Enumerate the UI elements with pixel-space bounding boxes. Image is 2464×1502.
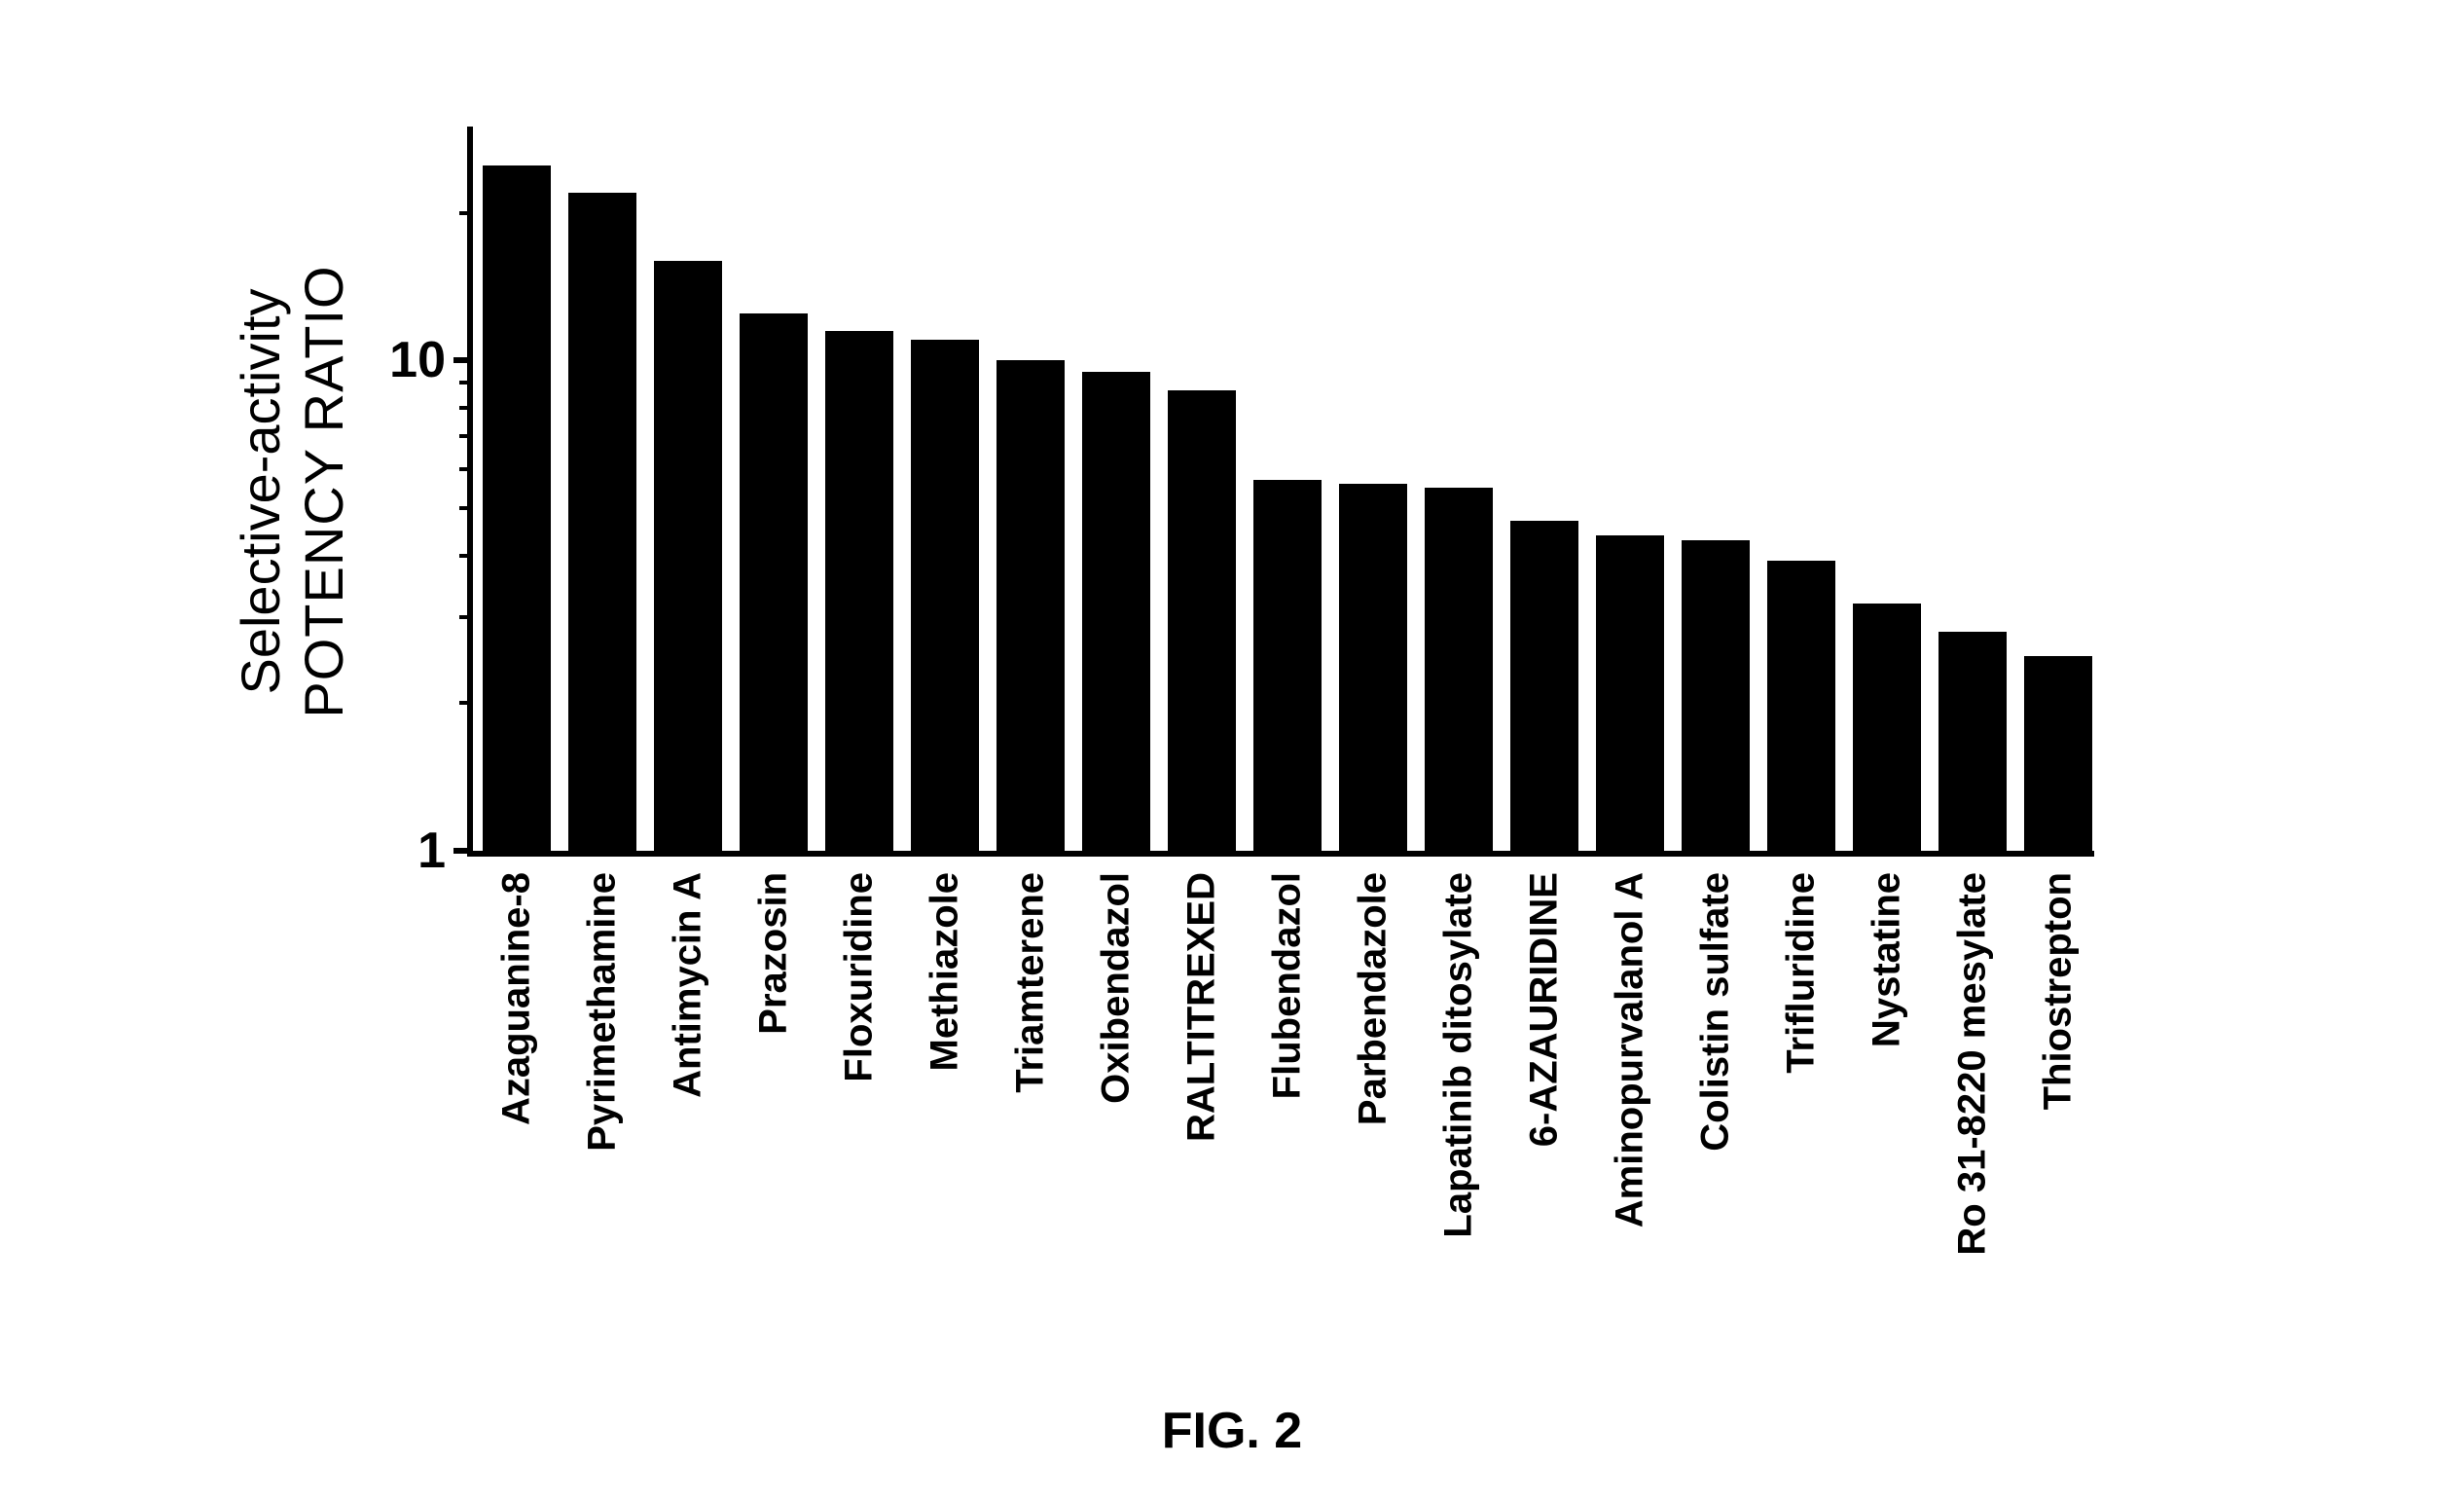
- bar: [996, 360, 1065, 851]
- x-axis-category-label: Lapatinib ditosylate: [1437, 872, 1481, 1238]
- bar: [2024, 656, 2092, 851]
- bar: [568, 193, 636, 851]
- x-axis-category-label: Prazosin: [752, 872, 796, 1035]
- x-label-slot: Methiazole: [911, 872, 979, 1408]
- x-axis-category-label: Flubendazol: [1266, 872, 1310, 1099]
- x-label-slot: Flubendazol: [1253, 872, 1322, 1408]
- x-label-slot: Colistin sulfate: [1682, 872, 1750, 1408]
- y-tick-minor: [459, 506, 473, 510]
- bar: [825, 331, 893, 851]
- bar: [1939, 632, 2007, 851]
- x-label-slot: Nystatine: [1853, 872, 1921, 1408]
- bar: [1767, 561, 1835, 851]
- bar: [1682, 540, 1750, 851]
- x-label-slot: Parbendazole: [1339, 872, 1407, 1408]
- x-axis-category-label: Antimycin A: [667, 872, 710, 1098]
- x-label-slot: Oxibendazol: [1082, 872, 1150, 1408]
- y-tick-minor: [459, 615, 473, 619]
- bar: [1253, 480, 1322, 851]
- bar: [654, 261, 722, 851]
- y-tick-minor: [459, 381, 473, 385]
- x-axis-category-label: Aminopurvalanol A: [1609, 872, 1652, 1227]
- x-axis-category-label: Triamterene: [1009, 872, 1053, 1093]
- bar: [1082, 372, 1150, 851]
- x-axis-category-label: Ro 31-8220 mesylate: [1951, 872, 1995, 1256]
- x-axis-category-label: RALTITREXED: [1180, 872, 1224, 1142]
- x-axis-category-label: Oxibendazol: [1095, 872, 1139, 1104]
- x-label-slot: Azaguanine-8: [483, 872, 551, 1408]
- bar-series: [473, 127, 2094, 851]
- bar: [911, 340, 979, 851]
- x-label-slot: Triamterene: [996, 872, 1065, 1408]
- bar: [483, 165, 551, 851]
- x-axis-category-label: Methiazole: [924, 872, 967, 1071]
- bar: [1168, 390, 1236, 851]
- plot-area: 110: [467, 127, 2094, 857]
- x-label-slot: Aminopurvalanol A: [1596, 872, 1664, 1408]
- y-axis-label: Selective-activity POTENCY RATIO: [229, 265, 355, 717]
- x-axis-category-label: Colistin sulfate: [1694, 872, 1738, 1152]
- bar: [1510, 521, 1578, 851]
- bar: [1339, 484, 1407, 851]
- x-label-slot: Ro 31-8220 mesylate: [1939, 872, 2007, 1408]
- x-label-slot: Floxuridine: [825, 872, 893, 1408]
- x-axis-category-label: Floxuridine: [838, 872, 882, 1082]
- x-axis-category-label: 6-AZAURIDINE: [1523, 872, 1567, 1147]
- bar: [1853, 604, 1921, 851]
- figure: 110 Azaguanine-8PyrimethamineAntimycin A…: [0, 0, 2464, 1502]
- x-label-slot: RALTITREXED: [1168, 872, 1236, 1408]
- y-tick-minor: [459, 467, 473, 471]
- y-tick-major: [453, 848, 473, 854]
- bar: [1596, 535, 1664, 851]
- y-tick-major: [453, 357, 473, 363]
- x-label-slot: Trifluridine: [1767, 872, 1835, 1408]
- x-label-slot: Thiostrepton: [2024, 872, 2092, 1408]
- x-axis-category-label: Trifluridine: [1780, 872, 1824, 1074]
- x-axis-category-label: Parbendazole: [1352, 872, 1395, 1125]
- x-label-slot: Prazosin: [740, 872, 808, 1408]
- x-label-slot: 6-AZAURIDINE: [1510, 872, 1578, 1408]
- y-tick-minor: [459, 211, 473, 215]
- y-tick-minor: [459, 406, 473, 410]
- y-tick-minor: [459, 554, 473, 558]
- x-axis-category-label: Azaguanine-8: [495, 872, 539, 1125]
- y-axis-label-line1: Selective-activity: [229, 265, 292, 717]
- figure-caption: FIG. 2: [1162, 1402, 1302, 1460]
- bar: [740, 313, 808, 851]
- y-tick-minor: [459, 701, 473, 705]
- x-axis-category-label: Nystatine: [1866, 872, 1909, 1047]
- x-label-slot: Pyrimethamine: [568, 872, 636, 1408]
- x-label-slot: Antimycin A: [654, 872, 722, 1408]
- x-axis-category-label: Pyrimethamine: [581, 872, 625, 1152]
- x-label-slot: Lapatinib ditosylate: [1425, 872, 1493, 1408]
- y-tick-minor: [459, 434, 473, 438]
- x-axis-labels: Azaguanine-8 Pyrimethamine Antimycin A Praz…: [473, 872, 2094, 1408]
- y-axis-label-line2: POTENCY RATIO: [292, 265, 355, 717]
- y-tick-label: 1: [417, 822, 446, 880]
- bar: [1425, 488, 1493, 851]
- y-tick-label: 10: [389, 331, 446, 389]
- x-axis-category-label: Thiostrepton: [2037, 872, 2081, 1110]
